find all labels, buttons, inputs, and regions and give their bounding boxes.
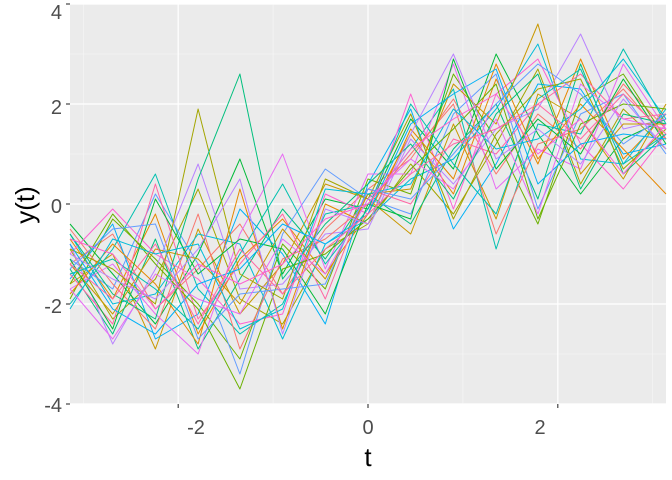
x-tick-label: 2 — [534, 417, 545, 439]
y-tick-label: 2 — [51, 97, 62, 119]
series-line — [69, 93, 667, 310]
y-tick-label: -2 — [44, 296, 62, 318]
y-tick-label: -4 — [44, 395, 62, 417]
x-tick-label: -2 — [187, 417, 205, 439]
series-line — [69, 63, 667, 355]
series-line — [69, 63, 667, 340]
axis-ticks — [66, 3, 559, 408]
x-axis-title: t — [364, 442, 372, 472]
series-line — [69, 83, 667, 390]
series-line — [69, 58, 667, 330]
x-tick-label: 0 — [362, 417, 373, 439]
series-line — [69, 33, 667, 345]
y-axis-title: y(t) — [10, 186, 40, 224]
series-line — [69, 68, 667, 330]
series-lines — [69, 23, 667, 390]
series-line — [69, 93, 667, 325]
y-tick-label: 0 — [51, 196, 62, 218]
series-line — [69, 73, 667, 320]
y-tick-label: 4 — [51, 2, 62, 24]
